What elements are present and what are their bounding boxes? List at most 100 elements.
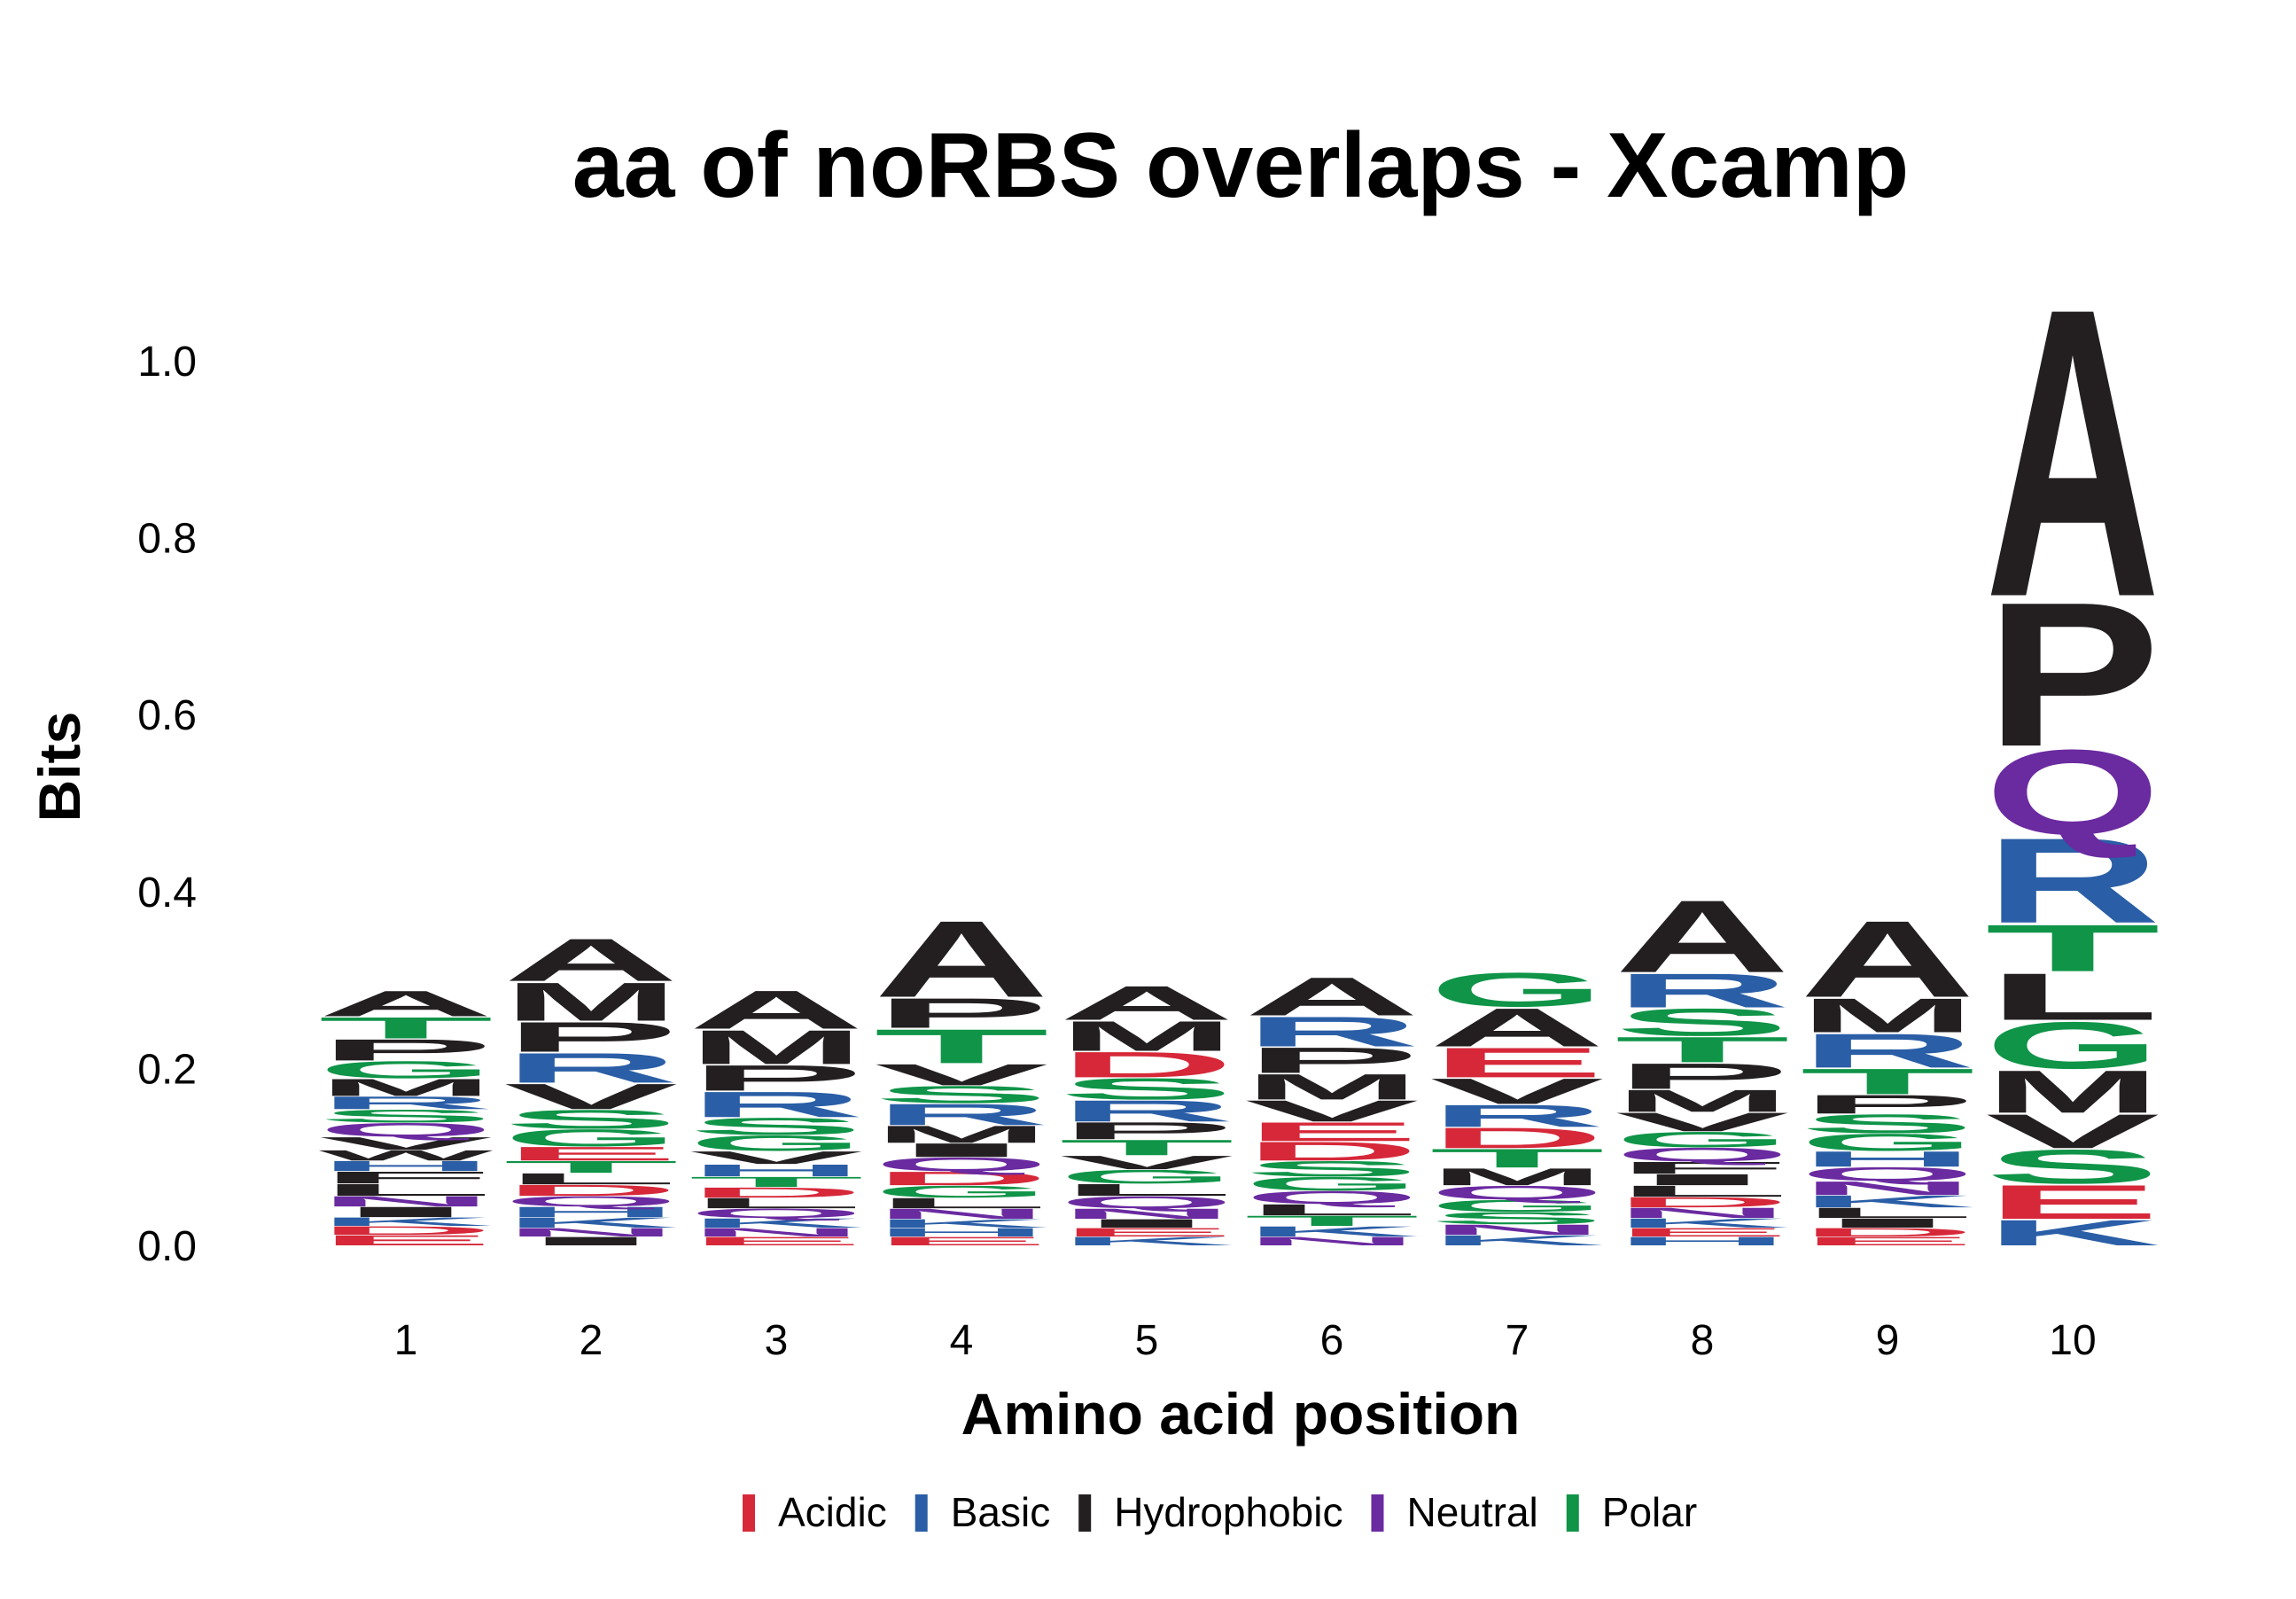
logo-letter: A [1985,222,2160,682]
logo-letter: Q [318,1119,494,1141]
logo-letter: I [1800,1215,1975,1230]
logo-letter: N [1059,1205,1234,1221]
legend-swatch [1371,1494,1384,1532]
logo-letter: M [1985,1058,2160,1126]
logo-letter: V [1615,1107,1789,1137]
logo-letter: K [1800,1192,1975,1211]
logo-letter: V [1059,1151,1234,1173]
logo-letter: V [1429,1071,1604,1112]
logo-letter: T [1429,1143,1605,1174]
logo-letter: S [1985,1140,2160,1194]
logo-letter: V [689,1148,863,1168]
logo-letter: H [1800,1147,1975,1171]
logo-letter: G [1800,1129,1975,1157]
logo-letter: F [318,1168,494,1187]
logo-letter: E [1429,1039,1605,1086]
logo-letter: Q [1800,1163,1975,1184]
logo-letter: S [1615,1001,1790,1044]
logo-letter: T [1985,911,2160,986]
logo-letter: P [1615,1056,1790,1096]
logo-letter: Q [1985,725,2160,861]
logo-letter: N [318,1193,494,1209]
logo-letter: T [318,1010,494,1044]
logo-letter: K [1059,1235,1234,1248]
logo-letter: D [1615,1194,1790,1210]
logo-letter: H [1615,1235,1790,1248]
logo-letter: R [1615,963,1790,1018]
logo-letter: H [318,1158,494,1174]
legend-swatch [1078,1494,1092,1532]
logo-letter: D [1059,1044,1234,1085]
logo-letter: L [874,1195,1049,1211]
logo-letter: T [1059,1135,1234,1160]
logo-letter: T [689,1174,864,1190]
logo-letter: P [1985,560,2160,790]
logo-letter: R [503,1044,679,1091]
x-tick-label: 10 [2049,1317,2096,1364]
logo-letter: S [689,1112,864,1140]
logo-letter: G [1059,1166,1234,1187]
logo-letter: H [689,1161,864,1180]
logo-letter: K [1615,1215,1790,1230]
logo-letter: Q [1615,1143,1790,1165]
logo-letter: L [503,1170,679,1188]
logo-letter: P [874,990,1049,1037]
logo-letter: Q [689,1206,864,1221]
logo-letter: P [1800,1089,1975,1119]
logo-letter: P [689,1057,864,1098]
logo-letter: A [689,979,864,1041]
x-tick-label: 3 [765,1317,789,1364]
logo-letter: H [874,1226,1049,1239]
logo-letter: G [689,1131,864,1155]
legend-swatch [1566,1494,1579,1532]
logo-letter: D [318,1224,494,1237]
logo-letter: R [1059,1094,1234,1127]
logo-letter: V [503,1076,678,1117]
legend-label: Polar [1602,1489,1697,1535]
logo-letter: K [1244,1223,1420,1239]
logo-letter: V [1985,1104,2160,1158]
logo-letter: Q [874,1153,1049,1174]
logo-letter: G [1615,1127,1790,1151]
logo-letter: N [503,1226,679,1239]
logo-letter: K [874,1217,1049,1230]
legend-swatch [743,1494,755,1532]
logo-letter: P [1059,1117,1234,1144]
y-tick-label: 0.2 [137,1046,197,1093]
logo-letter: T [874,1019,1049,1073]
y-tick-label: 0.8 [137,516,197,563]
x-tick-label: 8 [1691,1317,1715,1364]
x-tick-label: 4 [950,1317,974,1364]
logo-letter: A [503,926,679,994]
logo-letter: D [689,1184,864,1200]
logo-letter: E [874,1235,1049,1248]
logo-letter: G [1985,1008,2160,1082]
logo-letter: A [1244,966,1420,1027]
legend-label: Hydrophobic [1114,1489,1343,1535]
legend-label: Basic [951,1489,1050,1535]
logo-letter: G [318,1057,494,1084]
logo-letter: R [874,1097,1049,1131]
logo-letter: R [1985,813,2160,948]
logo-letter: L [1615,1182,1790,1200]
logo-letter: D [1429,1122,1605,1155]
logo-letter: S [1429,1209,1605,1228]
x-axis-label: Amino acid position [961,1381,1521,1447]
y-axis-label: Bits [27,712,92,823]
logo-letter: T [1244,1213,1420,1228]
logo-letter: S [1244,1157,1420,1182]
logo-letter: S [503,1104,679,1135]
y-tick-label: 1.0 [137,339,197,386]
logo-letter: I [1059,1217,1234,1230]
logo-letter: K [503,1214,679,1230]
logo-letter: G [1429,963,1605,1017]
logo-letter: N [1615,1205,1790,1221]
x-tick-label: 9 [1876,1317,1900,1364]
